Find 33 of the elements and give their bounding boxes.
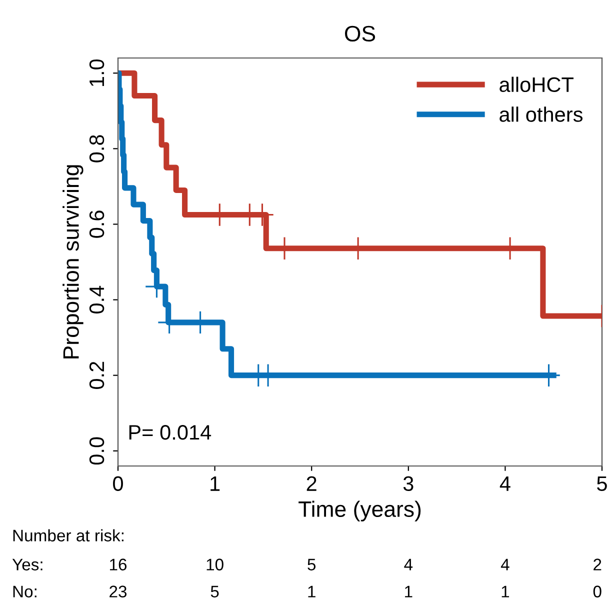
y-tick-label: 0.0: [89, 437, 104, 465]
text: 16: [110, 558, 127, 570]
text: Number at risk:: [13, 529, 124, 542]
legend-label: all others: [500, 106, 583, 122]
text: 10: [206, 558, 224, 570]
text: 1: [308, 586, 316, 598]
text: 1: [502, 586, 510, 598]
text: 5: [308, 558, 316, 570]
text: No:: [13, 586, 36, 598]
x-tick-label: 0: [113, 476, 123, 492]
x-axis-title: Time (years): [298, 500, 421, 522]
text: 4: [404, 558, 413, 570]
chart-title: OS: [345, 26, 376, 42]
y-tick-label: 0.6: [89, 210, 104, 238]
text: 0: [593, 586, 602, 598]
y-axis-title: Proportion surviving: [62, 165, 84, 358]
text: 2: [594, 558, 602, 570]
legend-label: alloHCT: [500, 76, 574, 92]
annotation: P= 0.014: [129, 425, 212, 440]
x-tick-label: 2: [306, 476, 316, 491]
x-tick-label: 4: [500, 476, 510, 491]
text: 4: [500, 558, 510, 570]
text: 1: [405, 586, 412, 598]
x-tick-label: 5: [597, 476, 607, 492]
x-tick-label: 1: [210, 476, 220, 491]
x-tick-label: 3: [403, 476, 414, 492]
text: 5: [210, 586, 219, 598]
y-tick-label: 0.2: [89, 362, 104, 389]
y-tick-label: 0.8: [89, 135, 104, 162]
y-tick-label: 0.4: [89, 286, 104, 314]
text: Yes:: [12, 558, 42, 570]
text: 23: [110, 586, 127, 598]
y-tick-label: 1.0: [89, 59, 104, 86]
